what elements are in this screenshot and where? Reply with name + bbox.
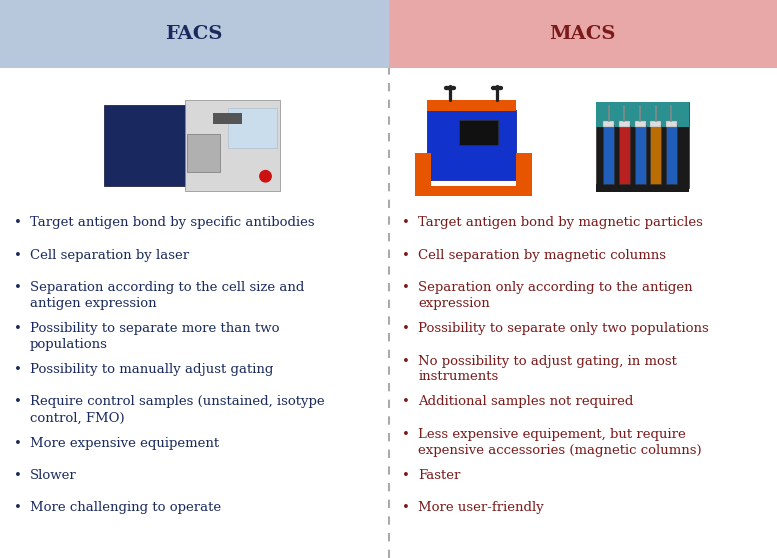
Text: More user-friendly: More user-friendly bbox=[419, 502, 544, 514]
Text: •: • bbox=[14, 216, 22, 229]
Bar bbox=[459, 120, 499, 145]
Bar bbox=[596, 102, 689, 188]
Bar bbox=[596, 184, 689, 192]
Bar bbox=[666, 126, 677, 184]
Bar bbox=[186, 133, 220, 171]
Text: Possibility to manually adjust gating: Possibility to manually adjust gating bbox=[30, 363, 274, 376]
Text: •: • bbox=[402, 396, 410, 408]
Bar bbox=[596, 102, 689, 127]
Text: •: • bbox=[402, 502, 410, 514]
Text: More expensive equipement: More expensive equipement bbox=[30, 436, 219, 450]
Bar bbox=[619, 121, 630, 127]
Bar bbox=[0, 0, 388, 68]
Text: Possibility to separate more than two
populations: Possibility to separate more than two po… bbox=[30, 322, 280, 351]
Bar bbox=[388, 0, 777, 68]
Text: MACS: MACS bbox=[549, 25, 616, 43]
Text: •: • bbox=[14, 322, 22, 335]
Text: •: • bbox=[402, 354, 410, 368]
Text: Possibility to separate only two populations: Possibility to separate only two populat… bbox=[419, 322, 709, 335]
Text: •: • bbox=[14, 281, 22, 294]
Bar bbox=[415, 153, 430, 192]
Bar bbox=[213, 113, 242, 124]
Bar bbox=[604, 126, 615, 184]
Text: No possibility to adjust gating, in most
instruments: No possibility to adjust gating, in most… bbox=[419, 354, 678, 383]
Text: •: • bbox=[402, 322, 410, 335]
Text: •: • bbox=[14, 396, 22, 408]
Text: •: • bbox=[14, 469, 22, 482]
Text: Cell separation by magnetic columns: Cell separation by magnetic columns bbox=[419, 248, 667, 262]
Bar bbox=[635, 126, 646, 184]
Bar bbox=[619, 126, 630, 184]
Text: Target antigen bond by magnetic particles: Target antigen bond by magnetic particle… bbox=[419, 216, 703, 229]
Text: Cell separation by laser: Cell separation by laser bbox=[30, 248, 189, 262]
Text: Less expensive equipement, but require
expensive accessories (magnetic columns): Less expensive equipement, but require e… bbox=[419, 428, 702, 457]
Text: Target antigen bond by specific antibodies: Target antigen bond by specific antibodi… bbox=[30, 216, 315, 229]
Bar bbox=[517, 153, 532, 192]
Text: Separation only according to the antigen
expression: Separation only according to the antigen… bbox=[419, 281, 693, 310]
Bar bbox=[635, 121, 646, 127]
Text: Additional samples not required: Additional samples not required bbox=[419, 396, 634, 408]
Text: FACS: FACS bbox=[166, 25, 223, 43]
Bar bbox=[427, 100, 517, 112]
Text: •: • bbox=[402, 281, 410, 294]
Bar bbox=[604, 121, 615, 127]
Text: Faster: Faster bbox=[419, 469, 461, 482]
Bar bbox=[666, 121, 677, 127]
Bar bbox=[185, 100, 280, 190]
Bar bbox=[228, 108, 277, 148]
Text: Separation according to the cell size and
antigen expression: Separation according to the cell size an… bbox=[30, 281, 305, 310]
Text: •: • bbox=[402, 469, 410, 482]
Text: More challenging to operate: More challenging to operate bbox=[30, 502, 221, 514]
Text: •: • bbox=[14, 502, 22, 514]
Bar bbox=[650, 121, 661, 127]
Circle shape bbox=[260, 171, 271, 182]
Text: •: • bbox=[402, 216, 410, 229]
Bar bbox=[650, 126, 661, 184]
Text: •: • bbox=[14, 248, 22, 262]
Text: •: • bbox=[14, 436, 22, 450]
Bar bbox=[104, 105, 190, 186]
Text: Slower: Slower bbox=[30, 469, 77, 482]
Text: •: • bbox=[402, 428, 410, 441]
Text: •: • bbox=[14, 363, 22, 376]
Bar bbox=[427, 110, 517, 180]
Text: Require control samples (unstained, isotype
control, FMO): Require control samples (unstained, isot… bbox=[30, 396, 325, 425]
Text: •: • bbox=[402, 248, 410, 262]
Bar bbox=[415, 186, 532, 196]
